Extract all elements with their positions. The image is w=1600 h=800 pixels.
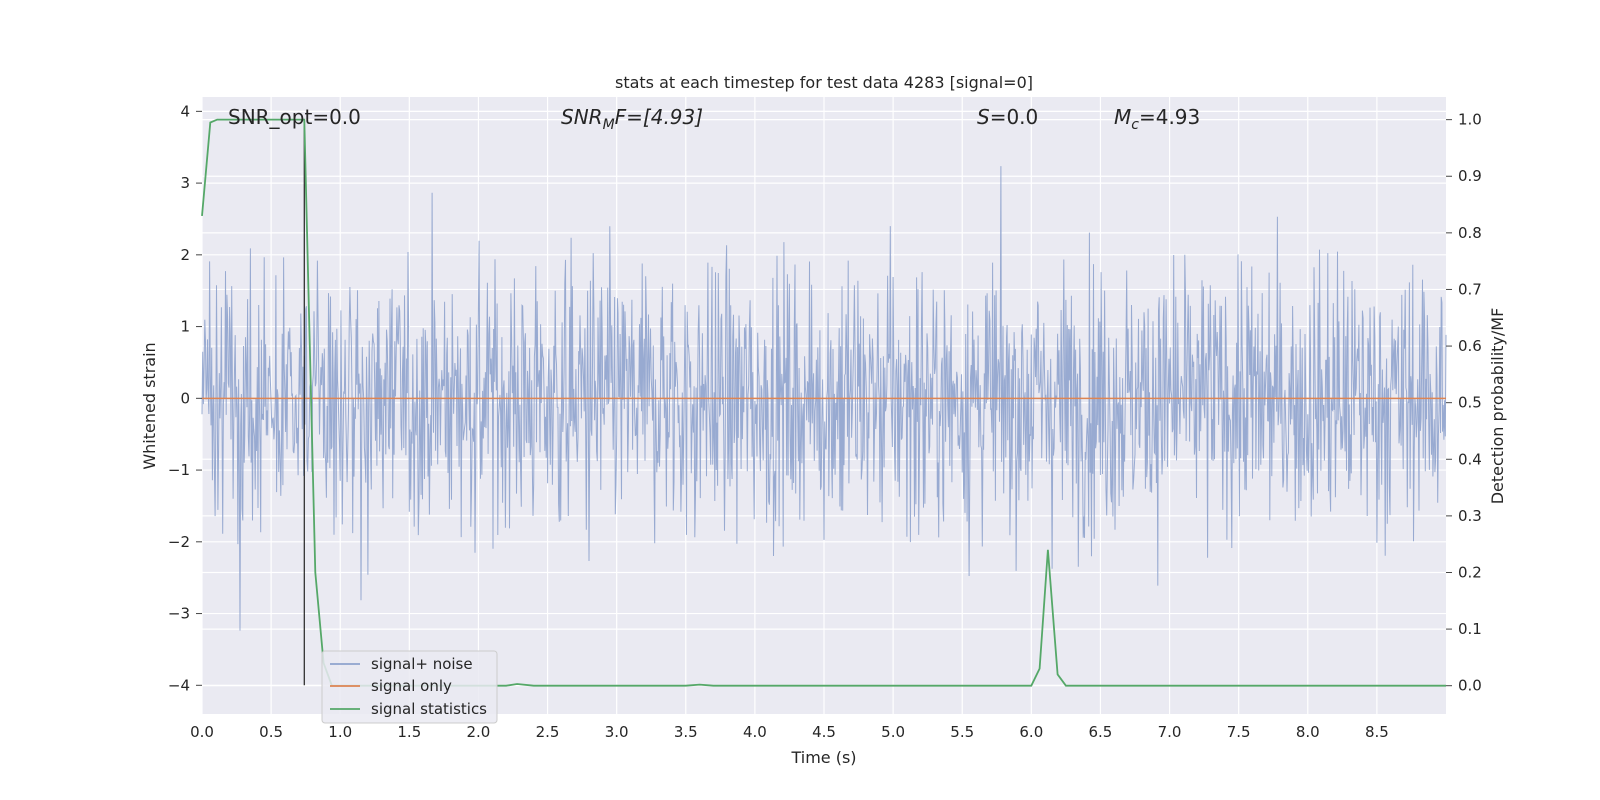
y-tick-label-left: 1: [180, 318, 190, 336]
y-tick-label-right: 0.8: [1458, 224, 1482, 242]
y-tick-label-right: 0.6: [1458, 337, 1482, 355]
mc-tail: =4.93: [1139, 105, 1200, 129]
y-tick-label-right: 0.7: [1458, 280, 1482, 298]
x-tick-label: 1.5: [397, 723, 421, 741]
x-tick-label: 0.0: [190, 723, 214, 741]
x-tick-label: 7.5: [1227, 723, 1251, 741]
x-tick-label: 5.0: [881, 723, 905, 741]
x-tick-label: 7.0: [1158, 723, 1182, 741]
y-tick-label-left: −2: [168, 533, 190, 551]
x-tick-label: 3.5: [674, 723, 698, 741]
noise-trace: [201, 166, 1447, 631]
y-tick-label-right: 0.1: [1458, 620, 1482, 638]
x-tick-label: 3.0: [605, 723, 629, 741]
s-main: S: [977, 105, 990, 129]
y-tick-label-left: −4: [168, 676, 190, 694]
s-tail: =0.0: [990, 105, 1039, 129]
x-tick-label: 4.0: [743, 723, 767, 741]
y-tick-label-left: 0: [180, 389, 190, 407]
mc-main: M: [1114, 105, 1131, 129]
y-tick-label-right: 0.3: [1458, 507, 1482, 525]
legend-box: [321, 650, 498, 724]
x-tick-labels: 0.0 0.5 1.0 1.5 2.0 2.5 3.0 3.5 4.0 4.5 5.0 5.5 6.0 6…: [190, 723, 1389, 741]
x-tick-label: 5.5: [950, 723, 974, 741]
x-tick-label: 4.5: [812, 723, 836, 741]
y-tick-label-right: 0.2: [1458, 563, 1482, 581]
x-tick-label: 6.0: [1019, 723, 1043, 741]
y-tick-label-right: 1.0: [1458, 111, 1482, 129]
annotation-s: S=0.0: [977, 105, 1038, 129]
y-tick-label-left: 2: [180, 246, 190, 264]
y-axis-label-left: Whitened strain: [140, 342, 159, 469]
y-tick-label-right: 0.0: [1458, 677, 1482, 695]
legend-label-signal-noise: signal+ noise: [371, 655, 473, 673]
x-tick-label: 2.5: [536, 723, 560, 741]
annotation-snr-opt: SNR_opt=0.0: [228, 105, 361, 129]
y-tick-label-right: 0.4: [1458, 450, 1482, 468]
y-tick-label-left: 4: [180, 102, 190, 120]
mc-sub: c: [1131, 117, 1139, 133]
y-tick-label-left: 3: [180, 174, 190, 192]
x-tick-label: 8.5: [1365, 723, 1389, 741]
annotation-snr-mf: SNRMF=[4.93]: [561, 105, 703, 133]
chart-title: stats at each timestep for test data 428…: [615, 73, 1033, 92]
legend-label-signal-statistics: signal statistics: [371, 700, 487, 718]
annotation-mc: Mc=4.93: [1114, 105, 1200, 133]
x-axis-label: Time (s): [790, 748, 856, 767]
snr-mf-tail: F=[4.93]: [615, 105, 703, 129]
series-signal-noise: [201, 166, 1447, 631]
snr-mf-sub: M: [603, 117, 615, 133]
y-axis-label-right: Detection probability/MF: [1488, 308, 1507, 505]
y-tick-label-right: 0.9: [1458, 167, 1482, 185]
x-tick-label: 2.0: [467, 723, 491, 741]
legend: signal+ noise signal only signal statist…: [321, 650, 498, 724]
y-tick-label-left: −1: [168, 461, 190, 479]
y-tick-labels-right: 0.0 0.1 0.2 0.3 0.4 0.5 0.6 0.7 0.8 0.9 1.0: [1446, 111, 1482, 695]
y-tick-label-right: 0.5: [1458, 394, 1482, 412]
y-tick-label-left: −3: [168, 605, 190, 623]
legend-label-signal-only: signal only: [371, 677, 452, 695]
series-signal-statistics: [201, 118, 1446, 687]
x-tick-label: 1.0: [328, 723, 352, 741]
x-tick-label: 0.5: [259, 723, 283, 741]
y-tick-labels-left: −4 −3 −2 −1 0 1 2 3 4: [168, 102, 202, 694]
snr-mf-main: SNR: [561, 105, 603, 129]
x-tick-label: 6.5: [1089, 723, 1113, 741]
x-tick-label: 8.0: [1296, 723, 1320, 741]
